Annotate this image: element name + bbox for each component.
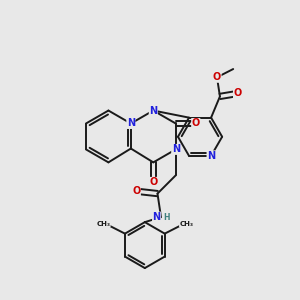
- Text: O: O: [233, 88, 242, 98]
- Text: N: N: [127, 118, 135, 128]
- Text: O: O: [213, 72, 221, 82]
- Text: O: O: [132, 186, 140, 196]
- Text: N: N: [207, 151, 215, 161]
- Text: CH₃: CH₃: [96, 221, 110, 227]
- Text: CH₃: CH₃: [179, 221, 193, 227]
- Text: N: N: [172, 144, 180, 154]
- Text: N: N: [149, 106, 158, 116]
- Text: N: N: [152, 212, 161, 222]
- Text: H: H: [163, 213, 170, 222]
- Text: O: O: [149, 177, 158, 188]
- Text: O: O: [192, 118, 200, 128]
